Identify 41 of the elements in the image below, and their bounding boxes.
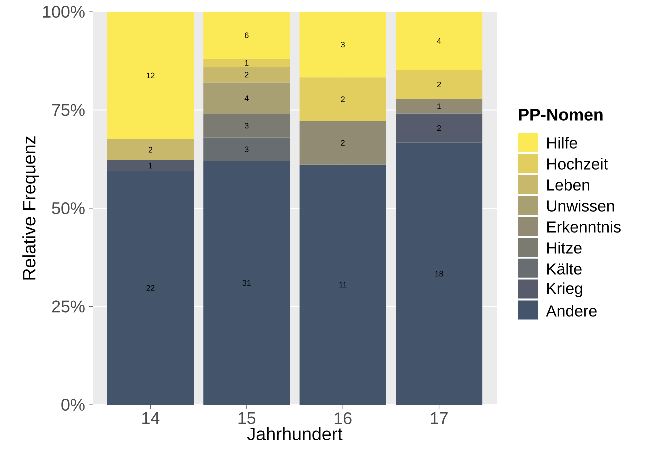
x-tick-label: 15 (238, 412, 256, 424)
bar (107, 160, 194, 172)
bar (396, 12, 483, 70)
y-axis-title: Relative Frequenz (22, 136, 40, 280)
bar (107, 171, 194, 405)
legend-label: Andere (546, 305, 597, 317)
x-tick-label: 16 (334, 412, 352, 425)
legend-label: Erkenntnis (548, 221, 621, 233)
legend-label: Hitze (548, 242, 582, 254)
bar (204, 114, 290, 138)
bar (396, 114, 483, 143)
bar (396, 142, 483, 405)
bar (396, 70, 483, 100)
legend-label: Hilfe (548, 137, 578, 149)
y-tick-label: 25% (52, 300, 85, 313)
legend-label: Hochzeit (548, 158, 608, 170)
legend-label: Krieg (548, 282, 582, 298)
bar (107, 12, 194, 140)
legend-title: PP-Nomen (519, 109, 603, 121)
legend-label: Kälte (548, 263, 582, 275)
bar (396, 99, 483, 114)
bar (300, 121, 386, 165)
bar (300, 164, 386, 405)
y-tick-label: 0% (62, 399, 85, 411)
y-tick-label: 50% (52, 202, 85, 214)
bar (204, 12, 290, 60)
bar (107, 139, 194, 161)
bar (300, 78, 386, 122)
legend-label: Unwissen (547, 200, 614, 212)
bar (204, 67, 290, 83)
x-tick-label: 17 (431, 412, 448, 424)
legend-label: Leben (548, 179, 590, 191)
x-axis-title: Jahrhundert (247, 427, 343, 441)
bar (204, 59, 290, 68)
y-tick-label: 75% (52, 104, 85, 116)
x-tick-label: 14 (142, 412, 160, 424)
bar (204, 138, 290, 162)
y-tick-label: 100% (43, 6, 85, 18)
bar (204, 82, 290, 114)
bar (300, 12, 386, 78)
bar (204, 161, 290, 405)
